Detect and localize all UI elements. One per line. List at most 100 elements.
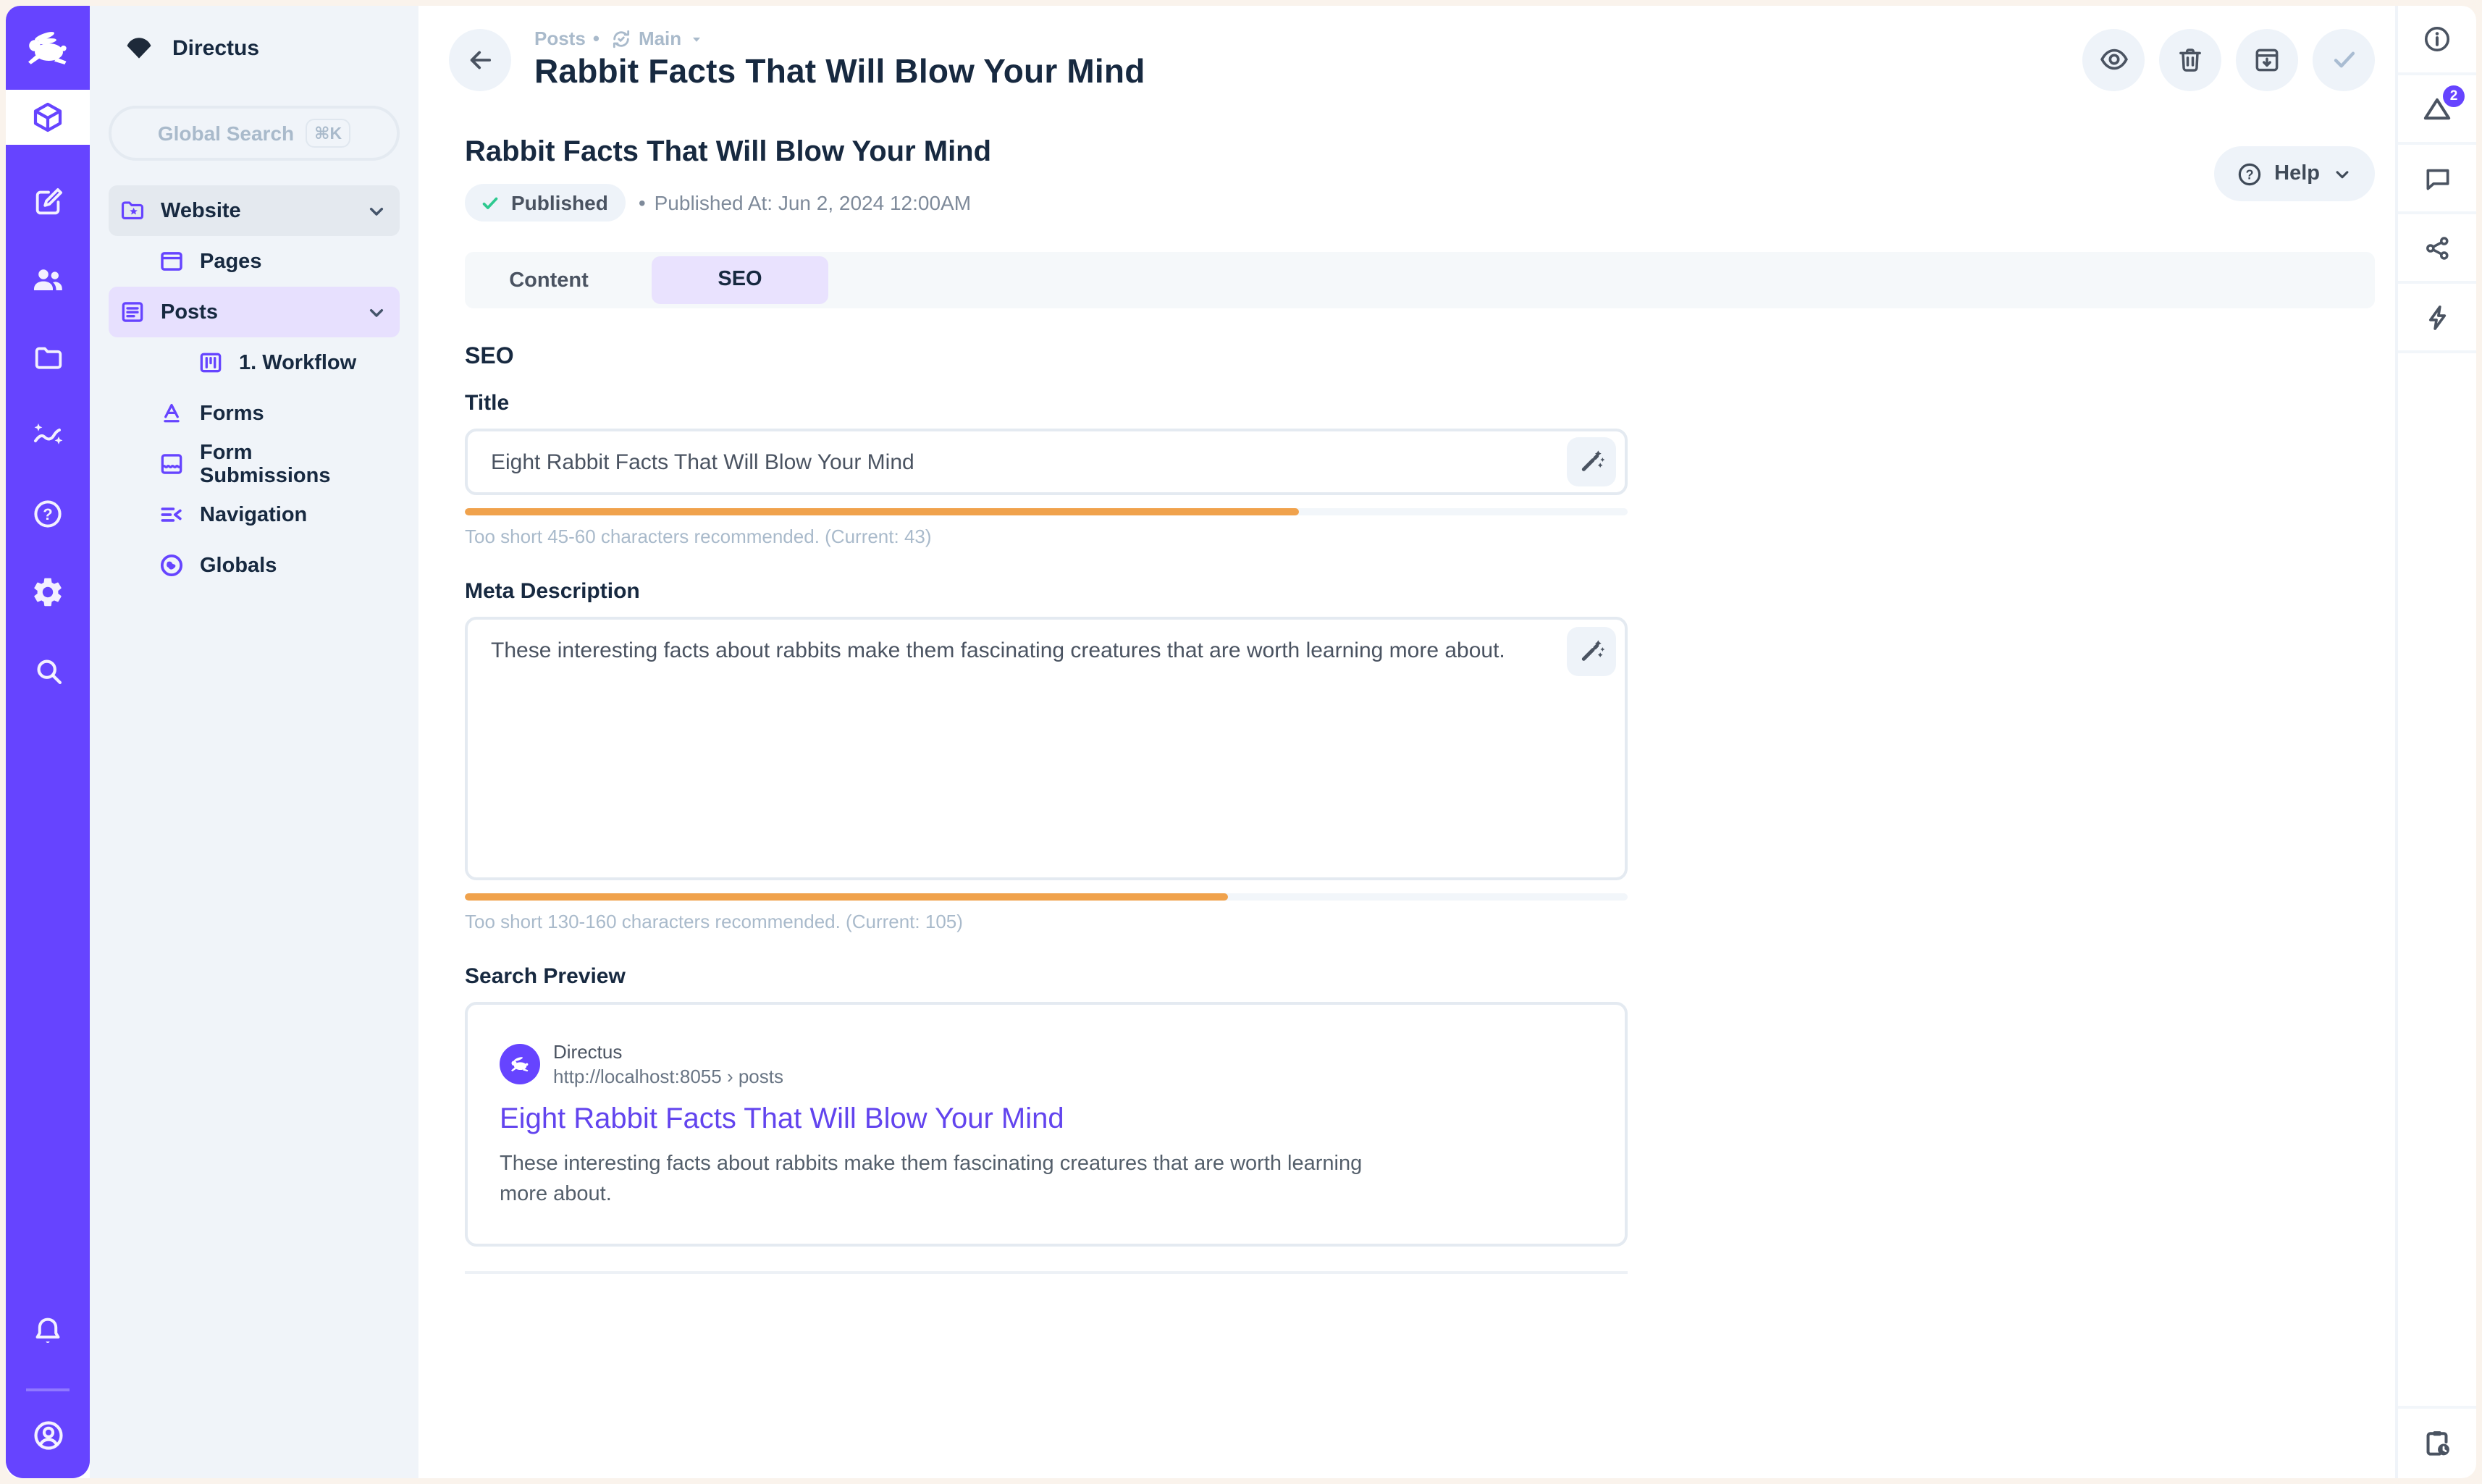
module-content-active[interactable] — [6, 90, 90, 145]
back-button[interactable] — [449, 28, 511, 90]
sidebar-item-label: Website — [161, 199, 241, 222]
account-button[interactable] — [19, 1406, 77, 1464]
module-editor-button[interactable] — [19, 172, 77, 230]
rail-divider — [26, 1388, 70, 1391]
sidebar-item-globals[interactable]: Globals — [109, 540, 400, 591]
preview-result-title: Eight Rabbit Facts That Will Blow Your M… — [500, 1103, 1064, 1135]
seo-title-label: Title — [465, 391, 510, 416]
meta-description-label: Meta Description — [465, 579, 640, 604]
seo-title-input[interactable]: Eight Rabbit Facts That Will Blow Your M… — [465, 429, 1628, 495]
form-submissions-icon — [158, 450, 185, 478]
page-header: Posts • Main Rabbit Facts That Will Blow… — [449, 6, 2375, 91]
sidebar-item-form-submissions[interactable]: Form Submissions — [109, 439, 400, 489]
generate-description-button[interactable] — [1567, 627, 1616, 676]
archive-button[interactable] — [2236, 28, 2298, 90]
share-panel-button[interactable] — [2398, 214, 2476, 284]
generate-title-button[interactable] — [1567, 437, 1616, 486]
changes-triangle-icon — [2423, 98, 2451, 120]
module-insights-button[interactable] — [19, 407, 77, 465]
forms-icon — [158, 400, 185, 427]
sidebar-item-workflow[interactable]: 1. Workflow — [109, 337, 400, 388]
project-header[interactable]: Directus — [109, 6, 400, 90]
check-icon — [2333, 51, 2355, 68]
published-at: • Published At: Jun 2, 2024 12:00AM — [638, 191, 972, 214]
sidebar-item-navigation[interactable]: Navigation — [109, 489, 400, 540]
delete-button[interactable] — [2159, 28, 2221, 90]
rabbit-logo-icon — [28, 32, 67, 64]
tasks-panel-button[interactable] — [2398, 1406, 2476, 1478]
header-actions — [2082, 28, 2375, 90]
info-panel-button[interactable] — [2398, 6, 2476, 75]
module-docs-button[interactable]: ? — [19, 485, 77, 543]
navigation-sidebar: Directus Global Search ⌘K Website Pages — [90, 6, 418, 1478]
share-icon — [2426, 236, 2448, 259]
sidebar-item-label: Posts — [161, 300, 218, 324]
global-search-input[interactable]: Global Search ⌘K — [109, 106, 400, 161]
sidebar-item-label: Pages — [200, 250, 262, 273]
chevron-down-icon — [2336, 170, 2349, 178]
directus-logo[interactable] — [6, 6, 90, 90]
breadcrumb-collection[interactable]: Posts — [534, 28, 586, 49]
box-icon — [33, 102, 62, 132]
preview-button[interactable] — [2082, 28, 2145, 90]
bell-icon — [35, 1318, 60, 1343]
navigation-icon — [158, 501, 185, 528]
module-rail: ? — [6, 145, 90, 1478]
status-row: Published • Published At: Jun 2, 2024 12… — [465, 184, 991, 222]
meta-description-input[interactable]: These interesting facts about rabbits ma… — [465, 617, 1628, 880]
meta-description-hint: Too short 130-160 characters recommended… — [465, 911, 963, 932]
module-bar: ? — [6, 6, 90, 1478]
archive-down-icon — [2255, 48, 2279, 71]
caret-down-icon — [692, 36, 700, 41]
help-button[interactable]: ? Help — [2213, 146, 2375, 201]
chevron-down-icon[interactable] — [365, 300, 388, 324]
tab-content[interactable]: Content — [509, 269, 589, 292]
posts-icon — [119, 298, 146, 326]
folder-icon — [34, 346, 62, 368]
breadcrumb-version[interactable]: Main — [638, 28, 682, 49]
comments-panel-button[interactable] — [2398, 145, 2476, 214]
people-icon — [34, 269, 62, 290]
account-circle-icon — [33, 1420, 62, 1449]
activity-panel-button[interactable] — [2398, 284, 2476, 353]
project-name: Directus — [172, 35, 260, 60]
sidebar-item-label: Navigation — [200, 503, 308, 526]
sidebar-item-website[interactable]: Website — [109, 185, 400, 236]
seo-heading: SEO — [465, 345, 514, 369]
preview-url: http://localhost:8055 › posts — [553, 1066, 783, 1087]
module-search-button[interactable] — [19, 641, 77, 699]
page-title: Rabbit Facts That Will Blow Your Mind — [534, 52, 1145, 90]
sidebar-item-label: Form Submissions — [200, 441, 331, 487]
title-block: Posts • Main Rabbit Facts That Will Blow… — [534, 28, 2059, 91]
folder-star-icon — [119, 197, 146, 224]
help-circle-icon: ? — [2237, 162, 2260, 185]
arrow-left-icon — [470, 50, 492, 69]
module-users-button[interactable] — [19, 250, 77, 308]
breadcrumb[interactable]: Posts • Main — [534, 28, 2059, 49]
notifications-button[interactable] — [19, 1302, 77, 1359]
trash-icon — [2179, 48, 2201, 71]
save-button[interactable] — [2313, 28, 2375, 90]
changes-panel-button[interactable]: 2 — [2398, 75, 2476, 145]
changes-count-badge: 2 — [2443, 85, 2465, 107]
sidebar-item-pages[interactable]: Pages — [109, 236, 400, 287]
module-files-button[interactable] — [19, 329, 77, 387]
search-placeholder: Global Search — [157, 122, 295, 145]
module-settings-button[interactable] — [19, 563, 77, 621]
breadcrumb-separator: • — [592, 28, 600, 49]
edit-icon — [35, 187, 62, 214]
app-window: ? Directus Global Search ⌘K — [6, 6, 2476, 1478]
sidebar-item-label: 1. Workflow — [239, 351, 357, 374]
preview-site-name: Directus — [553, 1041, 623, 1063]
eye-icon — [2100, 49, 2127, 70]
help-circle-icon: ? — [34, 500, 62, 528]
tab-seo[interactable]: SEO — [652, 256, 828, 304]
status-check-icon — [482, 196, 498, 208]
sidebar-item-posts[interactable]: Posts — [109, 287, 400, 337]
chevron-down-icon[interactable] — [365, 199, 388, 222]
rabbit-logo-icon — [511, 1057, 529, 1072]
workflow-board-icon — [197, 349, 224, 376]
seo-title-value: Eight Rabbit Facts That Will Blow Your M… — [491, 450, 914, 474]
sidebar-item-forms[interactable]: Forms — [109, 388, 400, 439]
seo-title-progress — [465, 508, 1628, 515]
